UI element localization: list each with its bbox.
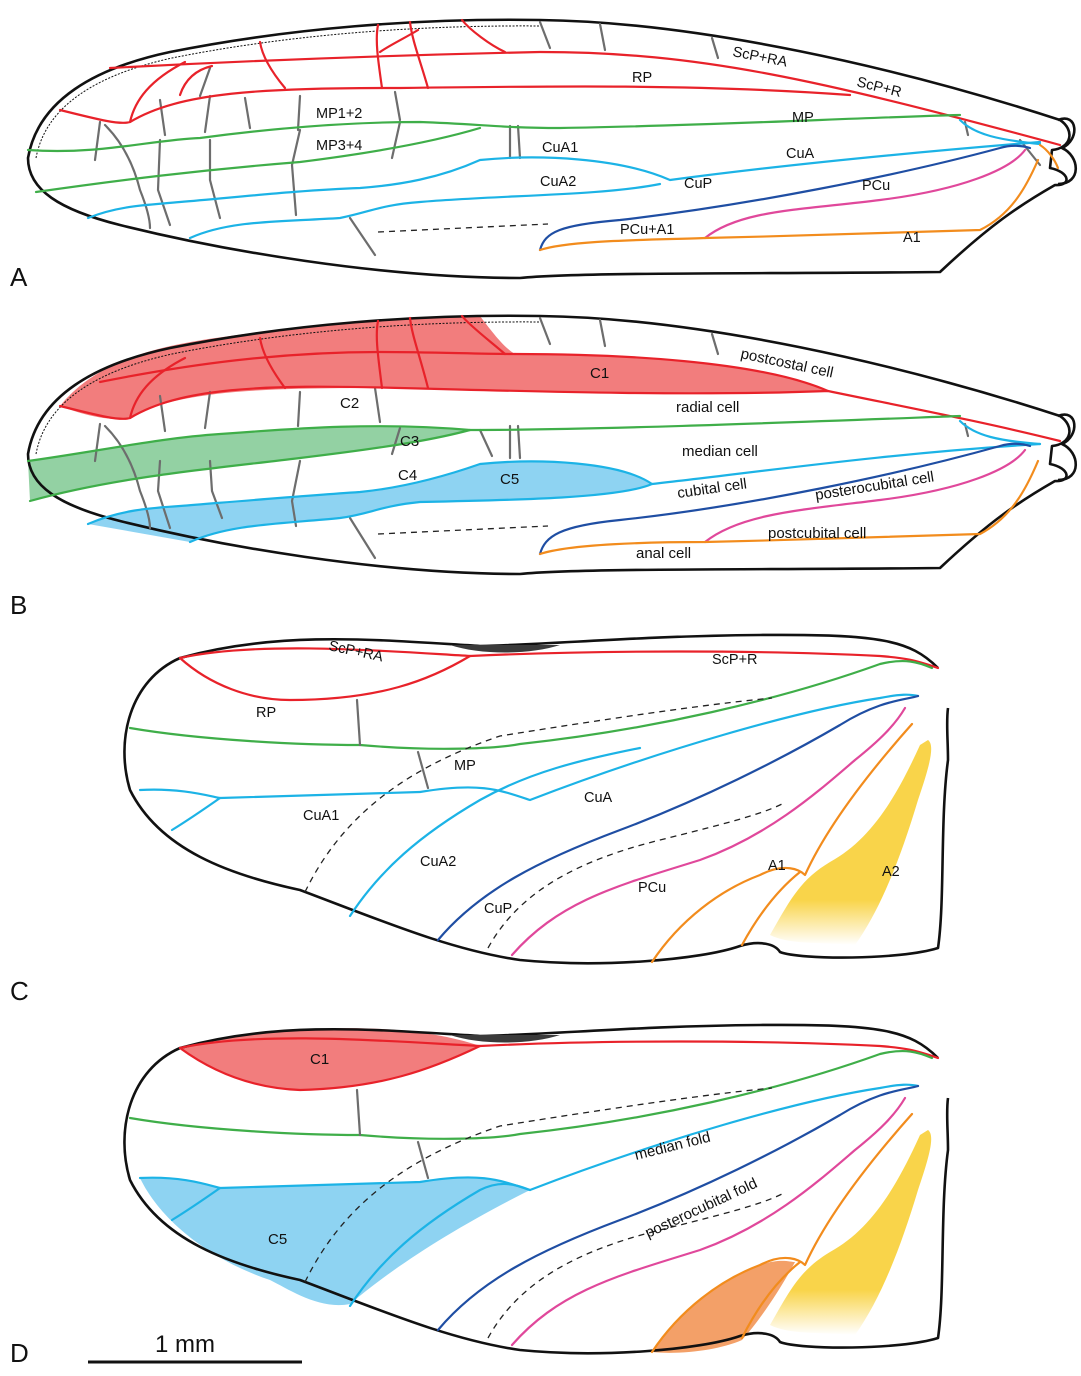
scale-bar: 1 mm xyxy=(88,1331,302,1364)
panel-letter: C xyxy=(10,976,29,1006)
anal-a2-lobe xyxy=(770,1130,932,1335)
label-c1: C1 xyxy=(310,1051,329,1068)
forewing-outline xyxy=(26,314,1071,576)
label-pcu-a1: PCu+A1 xyxy=(620,222,674,238)
vein-labels: ScP+RA ScP+R RP MP CuA1 CuA2 CuA CuP PCu… xyxy=(256,638,900,917)
cell-anal-fill xyxy=(652,1260,795,1353)
cell-c5-fill xyxy=(88,461,652,542)
radial-veins xyxy=(58,314,1062,443)
hindwing-veins xyxy=(128,1037,940,1354)
label-median-cell: median cell xyxy=(682,443,758,460)
hindwing-veins xyxy=(128,647,940,964)
label-cua2: CuA2 xyxy=(540,174,576,190)
fold-line xyxy=(377,525,549,535)
panel-d: C1 C5 median fold posterocubital fold D xyxy=(10,1023,950,1368)
label-radial-cell: radial cell xyxy=(676,399,739,416)
costal-dark-patch xyxy=(450,645,560,653)
label-scp-r: ScP+R xyxy=(712,652,758,668)
panel-letter: D xyxy=(10,1338,29,1368)
panel-letter: A xyxy=(10,262,28,292)
label-cua1: CuA1 xyxy=(542,140,578,156)
label-cup: CuP xyxy=(684,176,712,192)
label-cup: CuP xyxy=(484,901,512,917)
crossveins xyxy=(93,316,970,560)
costal-dark-patch xyxy=(450,1035,560,1043)
label-a2: A2 xyxy=(882,864,900,880)
label-mp: MP xyxy=(454,758,476,774)
cell-c5-fill xyxy=(140,1177,530,1306)
label-pcu: PCu xyxy=(638,880,666,896)
label-cua: CuA xyxy=(786,146,815,162)
label-rp: RP xyxy=(256,705,276,721)
label-c1: C1 xyxy=(590,365,609,382)
scale-bar-label: 1 mm xyxy=(155,1331,215,1358)
label-a1: A1 xyxy=(903,230,921,246)
cubital-veins xyxy=(86,419,1042,556)
costal-margin-double-line xyxy=(35,25,541,159)
label-pcu: PCu xyxy=(862,178,890,194)
panel-b: C1 C2 C3 C4 C5 postcostal cell radial ce… xyxy=(10,314,1077,620)
crossveins xyxy=(93,20,1042,257)
label-scp-ra: ScP+RA xyxy=(327,638,385,665)
hindwing-outline xyxy=(123,633,950,965)
label-cua: CuA xyxy=(584,790,613,806)
median-veins xyxy=(26,113,962,194)
label-c3: C3 xyxy=(400,433,419,450)
cubital-veins xyxy=(86,118,1060,252)
wing-base-sclerite xyxy=(1057,117,1077,186)
label-c5: C5 xyxy=(268,1231,287,1248)
median-veins xyxy=(26,414,962,503)
forewing-outline xyxy=(26,18,1071,280)
panel-letter: B xyxy=(10,590,27,620)
hindwing-outline xyxy=(123,1023,950,1355)
label-mp12: MP1+2 xyxy=(316,106,362,122)
label-posterocubital-cell: posterocubital cell xyxy=(814,468,935,504)
label-cua2: CuA2 xyxy=(420,854,456,870)
label-c4: C4 xyxy=(398,467,417,484)
radial-veins xyxy=(58,18,1062,147)
label-cua1: CuA1 xyxy=(303,808,339,824)
label-rp: RP xyxy=(632,70,652,86)
panel-c: ScP+RA ScP+R RP MP CuA1 CuA2 CuA CuP PCu… xyxy=(10,633,950,1006)
label-postcubital-cell: postcubital cell xyxy=(768,525,866,542)
anal-a2-lobe xyxy=(770,740,932,945)
costal-margin-double-line xyxy=(35,321,541,455)
panel-a: ScP+RA ScP+R RP MP1+2 MP3+4 MP CuA1 CuA2… xyxy=(10,18,1077,292)
label-c5: C5 xyxy=(500,471,519,488)
label-mp: MP xyxy=(792,110,814,126)
label-a1: A1 xyxy=(768,858,786,874)
fold-line xyxy=(377,223,549,233)
label-c2: C2 xyxy=(340,395,359,412)
label-mp34: MP3+4 xyxy=(316,138,362,154)
label-median-fold: median fold xyxy=(633,1129,712,1164)
wing-base-sclerite xyxy=(1057,413,1077,482)
label-anal-cell: anal cell xyxy=(636,545,691,562)
